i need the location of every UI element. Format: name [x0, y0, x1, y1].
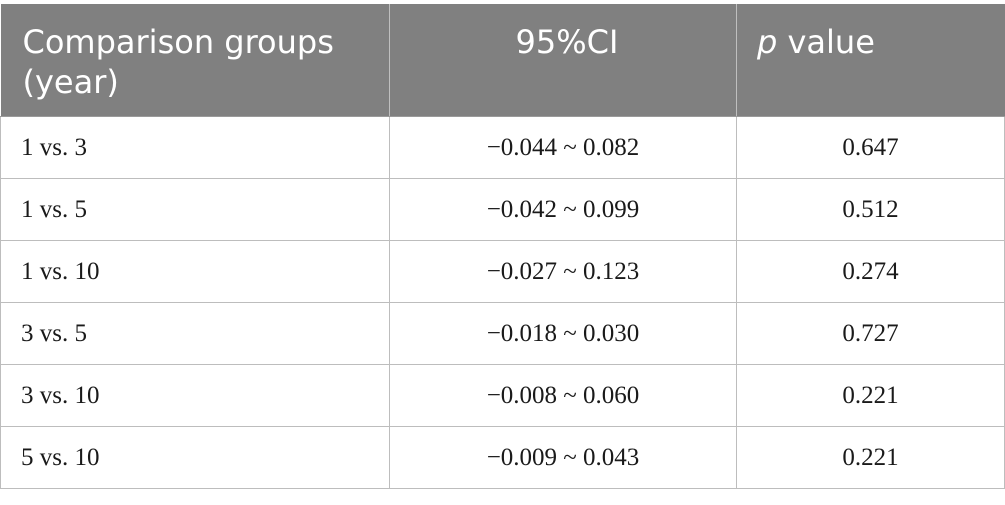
table-row: 5 vs. 10 −0.009 ~ 0.043 0.221: [0, 426, 1005, 489]
cell-groups: 3 vs. 5: [0, 302, 390, 365]
header-p-value: p value: [736, 4, 1005, 117]
cell-groups: 1 vs. 3: [0, 116, 390, 179]
header-p-italic: p: [757, 23, 778, 61]
table-row: 1 vs. 10 −0.027 ~ 0.123 0.274: [0, 240, 1005, 303]
comparison-table: Comparison groups (year) 95%CI p value 1…: [0, 4, 1005, 489]
cell-groups: 1 vs. 5: [0, 178, 390, 241]
cell-p-value: 0.512: [736, 178, 1005, 241]
cell-p-value: 0.221: [736, 364, 1005, 427]
table-row: 1 vs. 3 −0.044 ~ 0.082 0.647: [0, 116, 1005, 179]
cell-ci: −0.042 ~ 0.099: [389, 178, 737, 241]
cell-ci: −0.044 ~ 0.082: [389, 116, 737, 179]
cell-p-value: 0.274: [736, 240, 1005, 303]
cell-groups: 3 vs. 10: [0, 364, 390, 427]
cell-groups: 1 vs. 10: [0, 240, 390, 303]
table-header: Comparison groups (year) 95%CI p value: [0, 4, 1005, 117]
cell-groups: 5 vs. 10: [0, 426, 390, 489]
comparison-table-container: Comparison groups (year) 95%CI p value 1…: [0, 4, 1005, 489]
table-body: 1 vs. 3 −0.044 ~ 0.082 0.647 1 vs. 5 −0.…: [0, 116, 1005, 489]
header-p-rest: value: [777, 23, 875, 61]
table-row: 1 vs. 5 −0.042 ~ 0.099 0.512: [0, 178, 1005, 241]
cell-ci: −0.009 ~ 0.043: [389, 426, 737, 489]
cell-ci: −0.027 ~ 0.123: [389, 240, 737, 303]
cell-ci: −0.018 ~ 0.030: [389, 302, 737, 365]
table-row: 3 vs. 10 −0.008 ~ 0.060 0.221: [0, 364, 1005, 427]
header-row: Comparison groups (year) 95%CI p value: [0, 4, 1005, 117]
header-95ci: 95%CI: [389, 4, 737, 117]
cell-p-value: 0.727: [736, 302, 1005, 365]
cell-ci: −0.008 ~ 0.060: [389, 364, 737, 427]
table-row: 3 vs. 5 −0.018 ~ 0.030 0.727: [0, 302, 1005, 365]
cell-p-value: 0.647: [736, 116, 1005, 179]
cell-p-value: 0.221: [736, 426, 1005, 489]
header-comparison-groups: Comparison groups (year): [0, 4, 390, 117]
